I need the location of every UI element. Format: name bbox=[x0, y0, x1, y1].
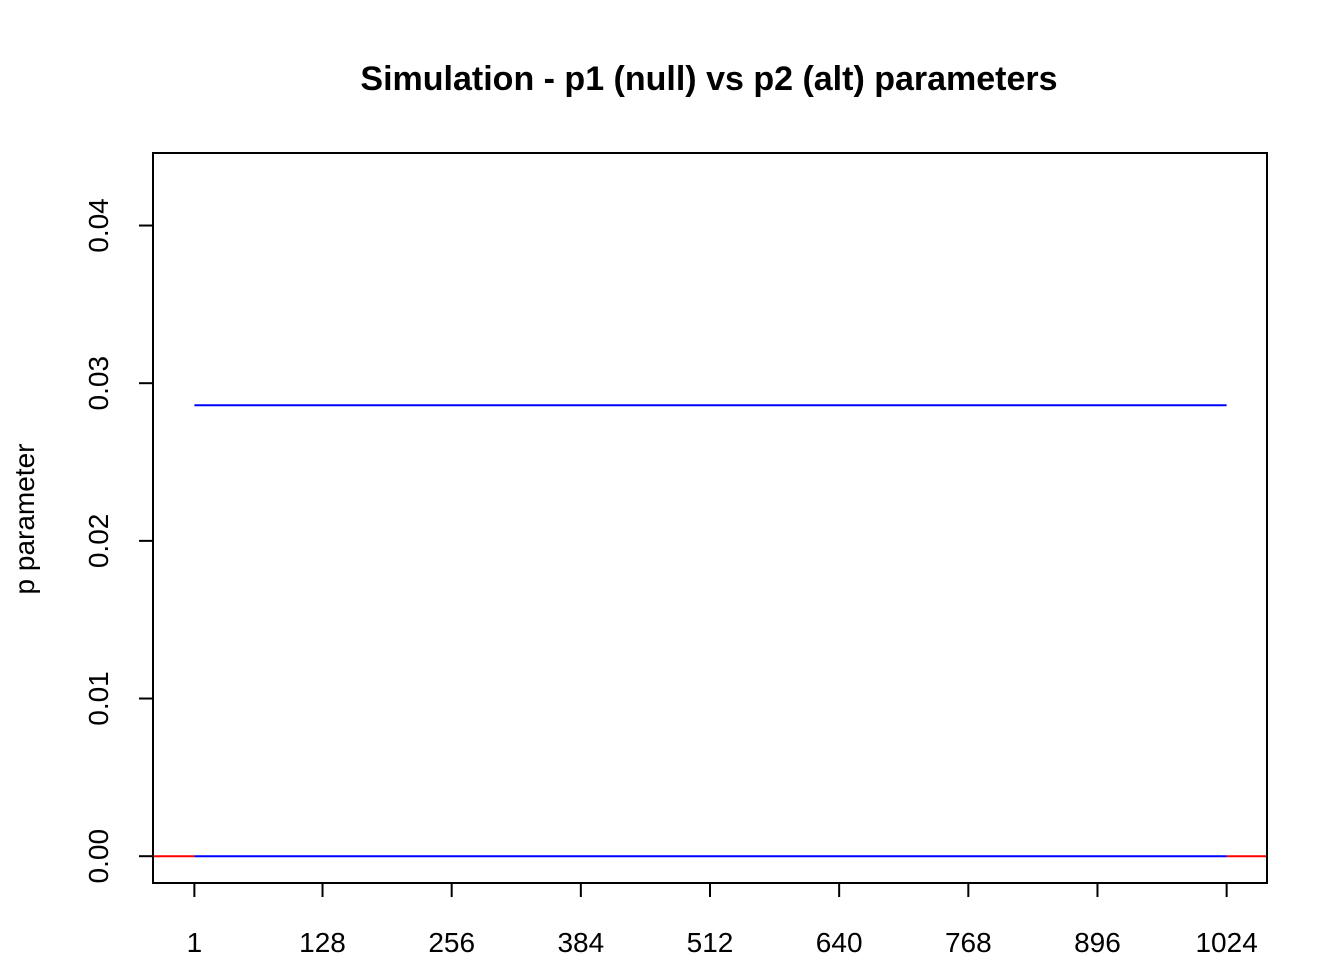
x-tick-label: 640 bbox=[816, 927, 863, 958]
y-tick-label: 0.00 bbox=[83, 829, 114, 884]
x-axis: 1 128 256 384 512 640 768 896 1024 bbox=[187, 882, 1258, 958]
series-layer bbox=[153, 404, 1267, 858]
y-tick-label: 0.03 bbox=[83, 356, 114, 411]
y-axis-label: p parameter bbox=[9, 444, 40, 595]
y-tick-label: 0.01 bbox=[83, 671, 114, 726]
x-tick-label: 384 bbox=[557, 927, 604, 958]
x-tick-label: 1024 bbox=[1195, 927, 1257, 958]
x-tick-label: 128 bbox=[299, 927, 346, 958]
chart-title: Simulation - p1 (null) vs p2 (alt) param… bbox=[360, 60, 1057, 98]
x-tick-label: 896 bbox=[1074, 927, 1121, 958]
x-tick-label: 1 bbox=[187, 927, 203, 958]
x-tick-label: 768 bbox=[945, 927, 992, 958]
y-axis: 0.00 0.01 0.02 0.03 0.04 bbox=[83, 198, 154, 884]
y-tick-label: 0.04 bbox=[83, 198, 114, 253]
x-tick-label: 512 bbox=[687, 927, 734, 958]
x-tick-label: 256 bbox=[428, 927, 475, 958]
y-tick-label: 0.02 bbox=[83, 514, 114, 569]
plot-frame bbox=[152, 152, 1268, 884]
